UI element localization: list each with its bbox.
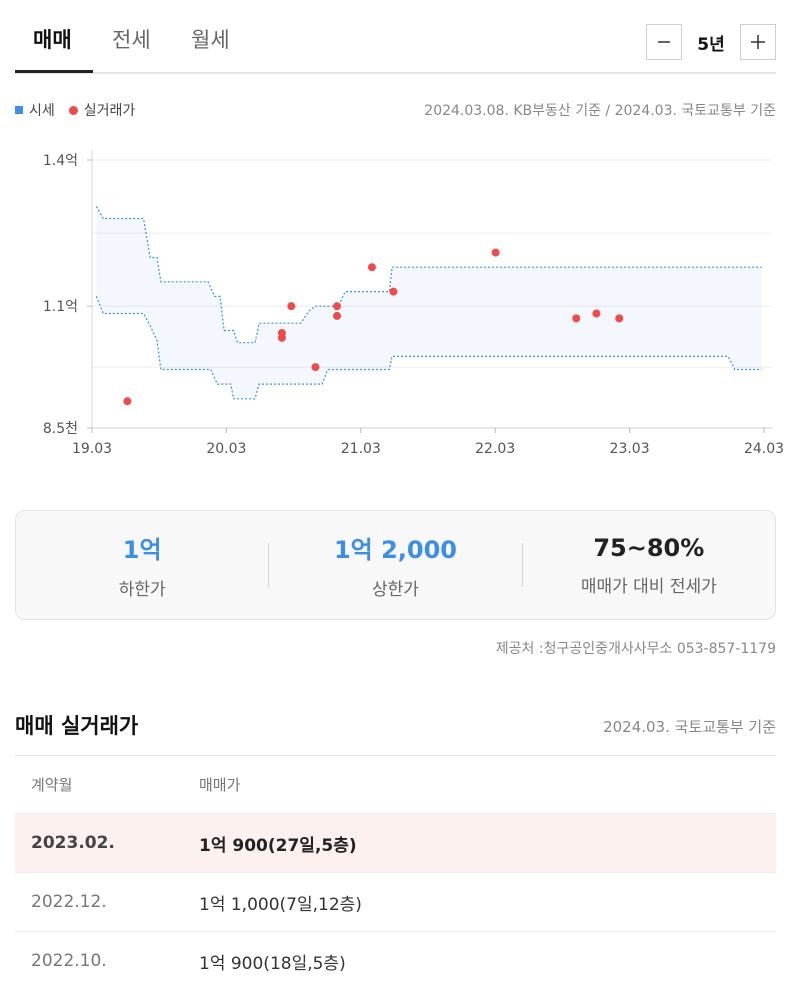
lower-limit-value: 1억: [122, 536, 162, 564]
deal-point: [491, 248, 500, 257]
price-band-upper: [95, 206, 762, 344]
price-band-lower: [95, 296, 762, 400]
chart-basis: 2024.03.08. KB부동산 기준 / 2024.03. 국토교통부 기준: [424, 103, 776, 119]
y-tick-label: 8.5천: [43, 421, 78, 437]
summary-jeonse-ratio: 75~80% 매매가 대비 전세가: [523, 534, 775, 597]
x-tick-label: 23.03: [610, 441, 650, 457]
column-header-price: 매매가: [199, 776, 241, 794]
price-chart: 1.4억 1.1억 8.5천 19.03 20.03 21.03 22.03 23.03 24…: [43, 150, 784, 457]
chart-legend: 시세 실거래가: [15, 100, 135, 120]
section-basis: 2024.03. 국토교통부 기준: [603, 718, 776, 736]
deal-point: [287, 302, 296, 311]
row-price: 1억 1,000(7일,12층): [199, 894, 362, 915]
row-price: 1억 900(18일,5층): [199, 953, 346, 974]
x-tick-label: 20.03: [206, 441, 246, 457]
active-tab-indicator: [15, 70, 93, 73]
deal-points: [123, 248, 624, 406]
summary-divider: [521, 543, 523, 587]
x-tick-label: 22.03: [475, 441, 515, 457]
row-month: 2022.10.: [31, 951, 107, 971]
x-tick-label: 21.03: [341, 441, 381, 457]
summary-upper-limit: 1억 2,000 상한가: [269, 530, 521, 600]
row-month: 2022.12.: [31, 892, 107, 912]
deal-point: [615, 314, 624, 323]
summary-divider: [268, 543, 270, 587]
summary-lower-limit: 1억 하한가: [16, 530, 268, 600]
deal-point: [333, 311, 342, 320]
x-tick-label: 24.03: [744, 441, 784, 457]
price-summary-card: 1억 하한가 1억 2,000 상한가 75~80% 매매가 대비 전세가: [15, 510, 776, 620]
upper-limit-label: 상한가: [372, 580, 419, 600]
y-tick-label: 1.1억: [43, 299, 78, 315]
jeonse-ratio-value: 75~80%: [593, 533, 705, 562]
table-header: 계약월 매매가: [15, 756, 776, 814]
x-tick-label: 19.03: [72, 441, 112, 457]
deal-point: [592, 309, 601, 318]
deal-point: [333, 302, 342, 311]
x-axis-ticks: 19.03 20.03 21.03 22.03 23.03 24.03: [72, 428, 784, 457]
deal-legend-label: 실거래가: [83, 103, 136, 119]
trade-type-tabs: 매매 전세 월세 5년: [15, 0, 776, 74]
upper-limit-value: 1억 2,000: [333, 536, 458, 564]
row-month: 2023.02.: [31, 833, 115, 853]
deal-point: [311, 363, 320, 372]
chart-grid: [91, 150, 772, 429]
jeonse-ratio-label: 매매가 대비 전세가: [580, 576, 717, 597]
deal-point: [572, 314, 581, 323]
tab-monthly-rent[interactable]: 월세: [191, 28, 230, 52]
price-legend-swatch: [15, 106, 23, 114]
y-tick-label: 1.4억: [43, 153, 78, 169]
deal-legend-swatch: [68, 105, 78, 115]
column-header-month: 계약월: [31, 776, 73, 794]
y-axis-ticks: 1.4억 1.1억 8.5천: [43, 153, 92, 437]
table-row[interactable]: 2022.12. 1억 1,000(7일,12층): [15, 873, 776, 932]
deal-point: [123, 397, 132, 406]
data-provider: 제공처 :청구공인중개사사무소 053-857-1179: [495, 641, 776, 657]
tab-jeonse[interactable]: 전세: [112, 28, 151, 52]
lower-limit-label: 하한가: [118, 580, 166, 600]
price-band: [96, 206, 762, 399]
period-value: 5년: [697, 34, 725, 55]
deal-point: [367, 263, 376, 272]
section-title: 매매 실거래가: [15, 714, 139, 738]
deal-point: [277, 333, 286, 342]
deals-table: 계약월 매매가 2023.02. 1억 900(27일,5층) 2022.12.…: [15, 755, 776, 981]
minus-icon[interactable]: [646, 24, 682, 60]
table-row[interactable]: 2023.02. 1억 900(27일,5층): [15, 814, 776, 873]
plus-icon[interactable]: [740, 24, 776, 60]
tab-sale[interactable]: 매매: [33, 28, 72, 52]
deal-point: [389, 287, 398, 296]
period-stepper: 5년: [646, 24, 776, 60]
table-row[interactable]: 2022.10. 1억 900(18일,5층): [15, 932, 776, 981]
row-price: 1억 900(27일,5층): [199, 835, 357, 856]
price-legend-label: 시세: [29, 103, 55, 119]
